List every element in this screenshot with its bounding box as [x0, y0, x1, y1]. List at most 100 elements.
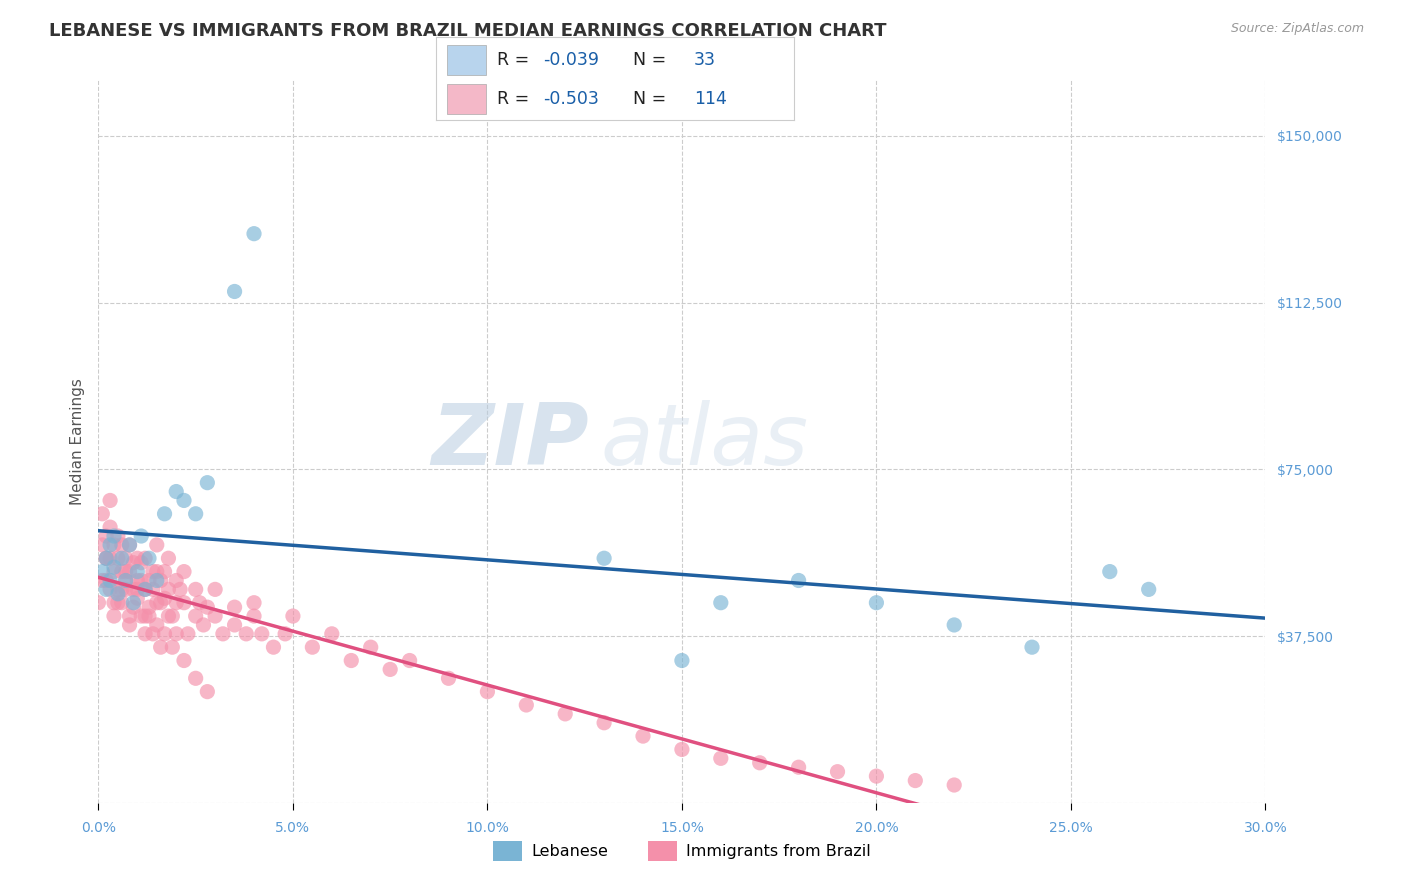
Point — [98, 551, 121, 566]
Text: R =: R = — [496, 51, 534, 69]
Text: 33: 33 — [695, 51, 716, 69]
Point — [184, 609, 207, 624]
Point — [184, 582, 207, 597]
Point — [103, 565, 125, 579]
Point — [204, 609, 226, 624]
Point — [96, 574, 118, 588]
Point — [165, 627, 187, 641]
Point — [122, 600, 145, 615]
Point — [91, 538, 114, 552]
Point — [865, 596, 887, 610]
Point — [107, 587, 129, 601]
Point — [134, 582, 156, 597]
Point — [107, 551, 129, 566]
Point — [224, 618, 246, 632]
Point — [91, 574, 114, 588]
Point — [281, 609, 304, 624]
Point — [671, 653, 693, 667]
Point — [173, 565, 195, 579]
Text: R =: R = — [496, 90, 534, 108]
Point — [477, 684, 499, 698]
Point — [96, 582, 118, 597]
Point — [787, 574, 810, 588]
Point — [118, 538, 141, 552]
Point — [103, 596, 125, 610]
Point — [631, 729, 654, 743]
Point — [122, 582, 145, 597]
Point — [671, 742, 693, 756]
Point — [114, 582, 136, 597]
Point — [129, 556, 152, 570]
Point — [321, 627, 343, 641]
Point — [103, 560, 125, 574]
Point — [122, 596, 145, 610]
Point — [243, 227, 266, 241]
Point — [146, 565, 169, 579]
Point — [904, 773, 927, 788]
Point — [212, 627, 235, 641]
Point — [165, 574, 187, 588]
Point — [142, 582, 165, 597]
Point — [162, 609, 184, 624]
Point — [142, 565, 165, 579]
Point — [98, 582, 121, 597]
Point — [173, 596, 195, 610]
Point — [96, 551, 118, 566]
Point — [195, 600, 218, 615]
Point — [224, 285, 246, 299]
Point — [118, 538, 141, 552]
Point — [127, 551, 149, 566]
Point — [193, 618, 215, 632]
Legend: Lebanese, Immigrants from Brazil: Lebanese, Immigrants from Brazil — [486, 835, 877, 867]
Point — [173, 493, 195, 508]
Point — [169, 582, 191, 597]
Point — [593, 715, 616, 730]
Text: atlas: atlas — [600, 400, 808, 483]
Point — [149, 574, 172, 588]
Point — [127, 591, 149, 606]
Point — [153, 565, 176, 579]
Point — [114, 565, 136, 579]
Point — [127, 565, 149, 579]
Point — [157, 551, 180, 566]
Point — [250, 627, 273, 641]
Point — [943, 778, 966, 792]
Point — [134, 609, 156, 624]
Point — [127, 574, 149, 588]
Point — [91, 507, 114, 521]
Point — [103, 529, 125, 543]
Point — [127, 582, 149, 597]
Text: -0.503: -0.503 — [543, 90, 599, 108]
Point — [243, 596, 266, 610]
Text: ZIP: ZIP — [430, 400, 589, 483]
Text: -0.039: -0.039 — [543, 51, 599, 69]
Point — [118, 565, 141, 579]
Text: Source: ZipAtlas.com: Source: ZipAtlas.com — [1230, 22, 1364, 36]
Point — [235, 627, 257, 641]
Point — [165, 596, 187, 610]
Point — [91, 565, 114, 579]
Point — [114, 574, 136, 588]
Point — [360, 640, 382, 655]
Point — [274, 627, 297, 641]
Point — [111, 582, 134, 597]
Point — [195, 475, 218, 490]
Point — [138, 600, 160, 615]
Point — [224, 600, 246, 615]
Point — [114, 574, 136, 588]
Point — [173, 653, 195, 667]
Point — [204, 582, 226, 597]
Point — [380, 662, 402, 676]
Point — [1098, 565, 1121, 579]
Point — [111, 538, 134, 552]
Point — [98, 520, 121, 534]
Point — [96, 551, 118, 566]
Point — [118, 609, 141, 624]
Text: N =: N = — [633, 51, 672, 69]
Point — [398, 653, 420, 667]
Point — [103, 609, 125, 624]
Point — [96, 551, 118, 566]
Point — [146, 538, 169, 552]
Point — [111, 596, 134, 610]
Point — [195, 684, 218, 698]
